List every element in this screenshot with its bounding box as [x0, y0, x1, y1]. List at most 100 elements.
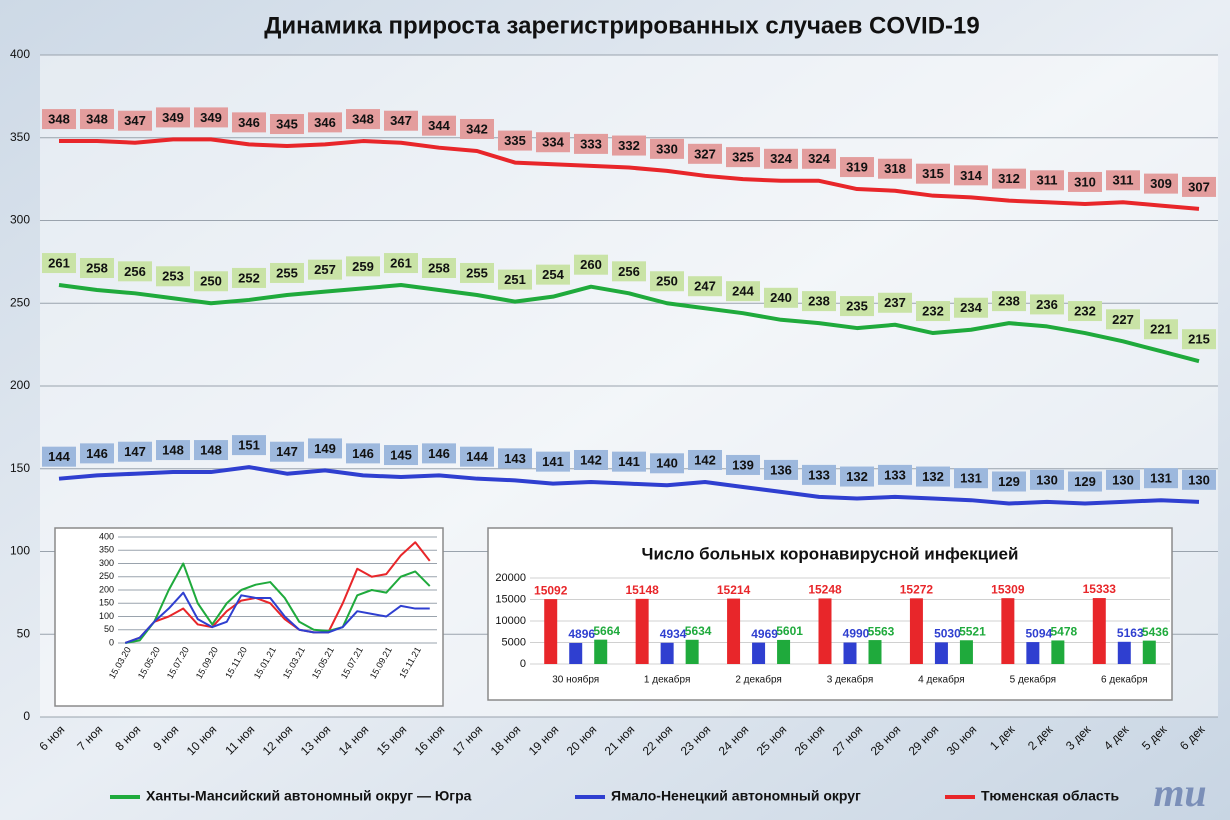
data-label: 141	[542, 454, 564, 469]
data-label: 15248	[808, 583, 842, 597]
x-tick-label: 3 декабря	[827, 674, 873, 686]
data-label: 349	[200, 110, 222, 125]
data-label: 259	[352, 259, 374, 274]
data-label: 144	[466, 449, 488, 464]
legend-label: Ханты-Мансийский автономный округ — Югра	[146, 788, 472, 804]
data-label-box	[802, 291, 836, 312]
y-tick-label: 200	[10, 378, 30, 392]
data-label-box	[498, 448, 532, 469]
data-label: 344	[428, 118, 450, 133]
data-label: 133	[884, 467, 906, 482]
x-tick-label: 4 декабря	[918, 674, 964, 686]
data-label-box	[308, 438, 342, 459]
data-label: 136	[770, 462, 792, 477]
data-label-box	[878, 158, 912, 179]
data-label: 261	[48, 255, 70, 270]
data-label: 131	[1150, 471, 1172, 486]
data-label-box	[346, 443, 380, 464]
data-label-box	[1030, 294, 1064, 315]
data-label: 147	[276, 444, 298, 459]
data-label-box	[764, 459, 798, 480]
data-label-box	[232, 267, 266, 288]
bar	[660, 642, 674, 664]
data-label: 5478	[1051, 625, 1078, 639]
data-label-box	[1106, 170, 1140, 191]
data-label-box	[80, 109, 114, 130]
data-label: 255	[466, 265, 488, 280]
data-label: 348	[48, 111, 70, 126]
data-label-box	[878, 464, 912, 485]
data-label-box	[194, 107, 228, 128]
data-label-box	[764, 148, 798, 169]
data-label: 333	[580, 136, 602, 151]
data-label-box	[80, 443, 114, 464]
y-tick-label: 200	[99, 584, 114, 594]
data-label: 325	[732, 150, 754, 165]
data-label: 139	[732, 457, 754, 472]
data-label: 131	[960, 471, 982, 486]
y-tick-label: 0	[520, 658, 526, 670]
data-label: 5436	[1142, 625, 1169, 639]
series-line	[58, 283, 1200, 364]
data-label-box	[1068, 301, 1102, 322]
data-label-box	[954, 165, 988, 186]
data-label: 251	[504, 272, 526, 287]
data-label-box	[232, 112, 266, 133]
data-label: 140	[656, 456, 678, 471]
data-label: 141	[618, 454, 640, 469]
data-label: 5634	[685, 624, 712, 638]
data-label-box	[1030, 469, 1064, 490]
data-label: 5163	[1117, 626, 1144, 640]
data-label: 147	[124, 444, 146, 459]
data-label: 247	[694, 279, 716, 294]
data-label-box	[156, 266, 190, 287]
data-label-box	[726, 281, 760, 302]
y-tick-label: 15000	[495, 593, 526, 605]
data-label: 5664	[593, 624, 620, 638]
data-label: 132	[922, 469, 944, 484]
data-label-box	[460, 446, 494, 467]
y-tick-label: 5000	[502, 636, 526, 648]
data-label: 232	[922, 303, 944, 318]
data-label: 311	[1037, 173, 1058, 188]
bar	[818, 598, 832, 664]
data-label-box	[954, 468, 988, 489]
data-label-box	[688, 143, 722, 164]
data-label-box	[346, 109, 380, 130]
data-label: 257	[314, 262, 336, 277]
data-label: 5563	[868, 624, 895, 638]
data-label: 244	[732, 284, 754, 299]
data-label-box	[1144, 173, 1178, 194]
bar	[868, 640, 882, 664]
data-label: 342	[466, 121, 488, 136]
series-line	[124, 591, 430, 644]
x-tick-label: 5 декабря	[1010, 674, 1056, 686]
y-tick-label: 100	[10, 544, 30, 558]
data-label-box	[992, 168, 1026, 189]
data-label: 130	[1036, 472, 1058, 487]
data-label-box	[650, 271, 684, 292]
series-line	[125, 562, 431, 644]
data-label-box	[270, 114, 304, 135]
data-label-box	[916, 163, 950, 184]
data-label: 151	[238, 438, 260, 453]
data-label: 130	[1112, 472, 1134, 487]
data-label: 348	[352, 111, 374, 126]
inset-title: Число больных коронавирусной инфекцией	[642, 544, 1019, 563]
data-label-box	[954, 297, 988, 318]
data-label: 307	[1188, 179, 1210, 194]
x-tick-label: 30 ноября	[552, 674, 599, 686]
data-label: 255	[276, 265, 298, 280]
data-label: 330	[656, 141, 678, 156]
data-label: 142	[694, 452, 716, 467]
data-label: 15272	[900, 583, 934, 597]
data-label-box	[308, 259, 342, 280]
data-label: 238	[808, 294, 830, 309]
bar	[1026, 642, 1040, 664]
data-label: 148	[200, 442, 222, 457]
data-label: 312	[998, 171, 1020, 186]
data-label-box	[992, 291, 1026, 312]
data-label-box	[916, 466, 950, 487]
data-label: 5601	[776, 624, 803, 638]
data-label: 347	[390, 113, 412, 128]
